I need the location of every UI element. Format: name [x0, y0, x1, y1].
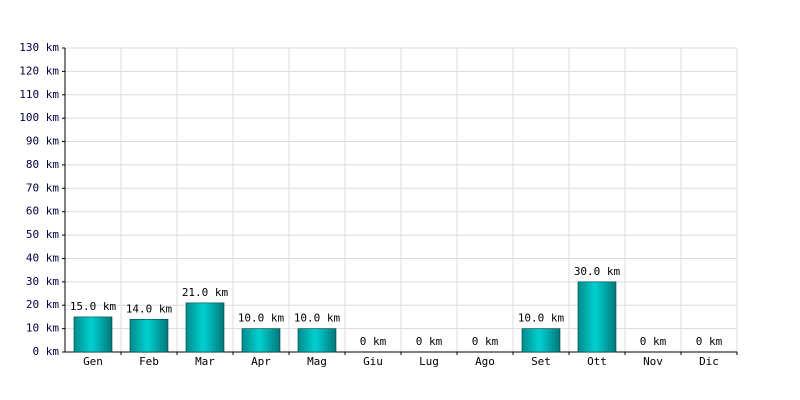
- value-label: 10.0 km: [294, 312, 341, 325]
- y-tick-label: 60 km: [26, 205, 59, 218]
- bar: [297, 328, 337, 353]
- y-tick-label: 10 km: [26, 322, 59, 335]
- x-tick-label: Mag: [307, 355, 327, 368]
- y-tick-label: 100 km: [19, 111, 59, 124]
- value-label: 0 km: [360, 335, 387, 348]
- y-tick-label: 90 km: [26, 135, 59, 148]
- value-label: 14.0 km: [126, 302, 173, 315]
- y-tick-label: 120 km: [19, 64, 59, 77]
- y-tick-label: 50 km: [26, 228, 59, 241]
- value-label: 10.0 km: [518, 312, 565, 325]
- x-tick-label: Mar: [195, 355, 215, 368]
- y-tick-label: 0 km: [33, 345, 60, 358]
- value-label: 0 km: [640, 335, 667, 348]
- y-tick-label: 110 km: [19, 88, 59, 101]
- y-tick-label: 130 km: [19, 41, 59, 54]
- x-tick-label: Ott: [587, 355, 607, 368]
- x-tick-label: Gen: [83, 355, 103, 368]
- value-label: 10.0 km: [238, 312, 285, 325]
- x-tick-label: Apr: [251, 355, 271, 368]
- bar: [521, 328, 561, 353]
- value-label: 0 km: [416, 335, 443, 348]
- y-tick-label: 80 km: [26, 158, 59, 171]
- bar: [185, 302, 225, 353]
- x-tick-label: Dic: [699, 355, 719, 368]
- bar: [241, 328, 281, 353]
- y-tick-label: 30 km: [26, 275, 59, 288]
- x-tick-label: Lug: [419, 355, 439, 368]
- y-tick-label: 40 km: [26, 251, 59, 264]
- x-tick-label: Ago: [475, 355, 495, 368]
- value-label: 15.0 km: [70, 300, 117, 313]
- x-tick-label: Giu: [363, 355, 383, 368]
- value-label: 0 km: [696, 335, 723, 348]
- y-tick-label: 70 km: [26, 181, 59, 194]
- x-tick-label: Set: [531, 355, 551, 368]
- value-label: 21.0 km: [182, 286, 229, 299]
- bar: [577, 281, 617, 353]
- value-label: 0 km: [472, 335, 499, 348]
- bar: [73, 316, 113, 353]
- x-tick-label: Nov: [643, 355, 663, 368]
- x-tick-label: Feb: [139, 355, 159, 368]
- value-label: 30.0 km: [574, 265, 621, 278]
- bar: [129, 318, 169, 353]
- y-tick-label: 20 km: [26, 298, 59, 311]
